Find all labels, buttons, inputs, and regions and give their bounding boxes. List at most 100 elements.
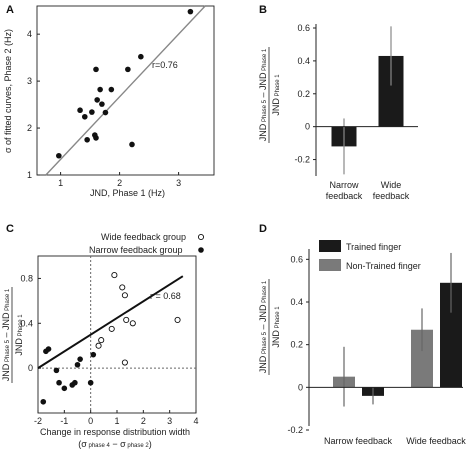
panel-D-legend-label: Trained finger [346,242,401,252]
panel-A-point [187,8,194,15]
panel-C-point-wide [98,337,105,344]
panel-A-point [102,109,109,116]
panel-C-point-narrow [72,379,78,386]
panel-D-category-label: Narrow feedback [324,436,393,446]
panel-C-xtick-label: -1 [60,416,68,426]
panel-C-ylabel-denominator: JND Phase 1 [14,314,24,356]
panel-B-ytick-label: 0.2 [297,89,310,99]
panel-C-point-wide [174,316,181,323]
panel-A-point [125,66,131,73]
panel-C-fit-line [37,275,184,369]
panel-C-point-narrow [61,385,68,392]
panel-D-bar [411,329,433,388]
panel-C-xtick-label: 3 [167,416,172,426]
panel-D-ytick-label: 0.4 [290,297,303,307]
panel-A-ytick-label: 3 [27,76,32,86]
panel-C-point-wide [108,325,115,332]
panel-C-xlabel: Change in response distribution width [40,427,190,437]
panel-C-xlabel-sub: (σ phase 4 − σ phase 2) [78,439,151,449]
panel-A-ytick-label: 2 [27,123,32,133]
panel-C-point-wide [129,320,136,327]
panel-A-point [77,107,83,114]
panel-A-frame [36,5,215,176]
panel-C-point-narrow [53,367,60,374]
panel-C-point-wide [121,292,128,299]
panel-D-legend-swatch [319,259,341,271]
panel-A-xtick-label: 2 [117,178,122,188]
panel-D-ytick-label: 0 [298,382,303,392]
panel-B-ytick-label: 0 [305,122,310,132]
panel-C-point-wide [95,342,102,349]
panel-C-ytick-label: 0.8 [20,273,33,283]
panel-C-point-wide [123,316,130,323]
panel-D-ytick-label: 0.6 [290,254,303,264]
panel-C-xtick-label: 4 [193,416,198,426]
panel-A-point [129,141,135,148]
panel-B-ylabel-denominator: JND Phase 1 [271,74,281,116]
panel-C-point-narrow [74,361,81,368]
panel-A-letter: A [6,4,14,16]
panel-A-point [93,135,99,141]
panel-A-point [89,109,95,115]
panel-A-annotation: r=0.76 [152,60,178,70]
panel-C-point-narrow [56,379,62,386]
panel-B-ytick-label: 0.4 [297,56,310,66]
panel-D-ytick-label: -0.2 [287,425,303,435]
panel-C-point-wide [121,359,128,366]
panel-A-point [94,97,100,103]
panel-A-point [108,86,115,93]
panel-B-category-label: feedback [373,191,410,201]
panel-A-xtick-label: 3 [176,178,181,188]
panel-A-point [138,53,144,60]
panel-C-xtick-label: 0 [88,416,93,426]
panel-D-legend-swatch [319,240,341,252]
panel-A-ytick-label: 1 [27,170,32,180]
panel-A-point [81,113,88,120]
panel-B-category-label: Narrow [329,180,359,190]
panel-C-legend-label: Narrow feedback group [89,245,183,255]
panel-A-point [84,136,90,143]
panel-C-xtick-label: 2 [141,416,146,426]
panel-C-point-wide [119,284,126,291]
panel-A-ylabel: σ of fitted curves, Phase 2 (Hz) [3,29,13,153]
panel-C-point-narrow [40,398,47,405]
panel-A-xtick-label: 1 [58,178,63,188]
panel-A-point [97,86,103,93]
panel-A-point [56,152,62,159]
panel-B-category-label: Wide [381,180,402,190]
panel-C-point-narrow [90,351,97,358]
panel-C-legend-marker [198,247,204,253]
panel-C-ytick-label: 0 [28,363,33,373]
panel-C-frame [37,255,197,414]
panel-C-ytick-label: 0.4 [20,318,33,328]
panel-D-bar [440,282,462,388]
panel-B-category-label: feedback [326,191,363,201]
panel-C-point-narrow [87,379,94,386]
panel-A-xlabel: JND, Phase 1 (Hz) [90,188,165,198]
panel-C-legend-marker [197,233,205,241]
panel-B-ylabel-numerator: JND Phase 5 – JND Phase 1 [258,48,268,141]
panel-C-xtick-label: 1 [114,416,119,426]
panel-A-point [93,66,99,73]
panel-C-point-narrow [77,356,83,362]
panel-C-annotation: r = 0.68 [150,291,181,301]
panel-B-ytick-label: 0.6 [297,23,310,33]
panel-C-legend-label: Wide feedback group [101,232,186,242]
panel-C-letter: C [6,223,14,235]
panel-D-ylabel-numerator: JND Phase 5 – JND Phase 1 [258,280,268,373]
panel-D-legend-label: Non-Trained finger [346,261,421,271]
panel-C-ylabel-numerator: JND Phase 5 – JND Phase 1 [1,288,11,381]
panel-A-ytick-label: 4 [27,29,32,39]
panel-A-fit-line [45,5,206,176]
panel-B-letter: B [259,4,267,16]
panel-D-letter: D [259,223,267,235]
panel-C-xtick-label: -2 [34,416,42,426]
panel-B-ytick-label: -0.2 [294,155,310,165]
panel-A-point [99,101,105,107]
panel-D-ytick-label: 0.2 [290,340,303,350]
panel-C-point-wide [111,272,118,279]
